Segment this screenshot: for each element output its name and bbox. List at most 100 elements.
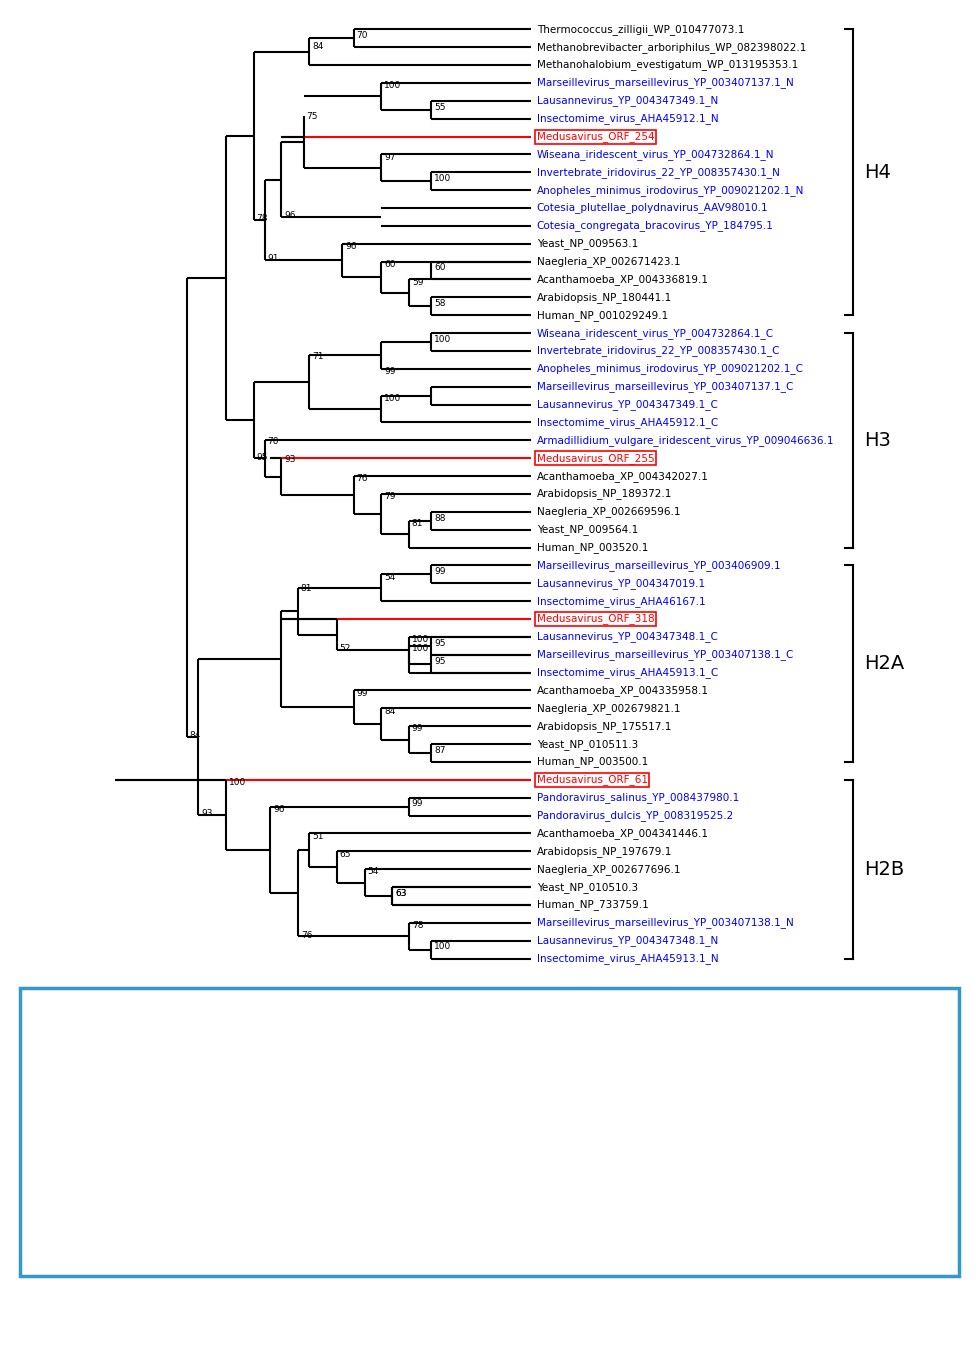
Text: 96: 96 xyxy=(273,805,285,814)
Text: 58: 58 xyxy=(433,299,445,309)
Text: Marseillevirus_marseillevirus_YP_003407137.1_N: Marseillevirus_marseillevirus_YP_0034071… xyxy=(536,77,792,88)
Text: H2B: H2B xyxy=(864,860,904,878)
Text: Acanthamoeba_XP_004342027.1: Acanthamoeba_XP_004342027.1 xyxy=(536,471,708,482)
Text: Lausannevirus_YP_004347019.1: Lausannevirus_YP_004347019.1 xyxy=(536,578,704,589)
Text: Marseillevirus_marseillevirus_YP_003407138.1_N: Marseillevirus_marseillevirus_YP_0034071… xyxy=(536,918,792,929)
Text: 100: 100 xyxy=(433,174,451,182)
Text: Methanohalobium_evestigatum_WP_013195353.1: Methanohalobium_evestigatum_WP_013195353… xyxy=(536,59,797,70)
Text: Lausannevirus_YP_004347348.1_N: Lausannevirus_YP_004347348.1_N xyxy=(536,936,717,947)
Text: 54: 54 xyxy=(383,572,395,582)
Text: 60: 60 xyxy=(433,263,445,273)
Text: Human_NP_003500.1: Human_NP_003500.1 xyxy=(536,756,647,767)
Text: Naegleria_XP_002669596.1: Naegleria_XP_002669596.1 xyxy=(536,506,680,517)
Text: Medusavirus_ORF_255: Medusavirus_ORF_255 xyxy=(536,453,653,464)
Text: 76: 76 xyxy=(300,930,312,940)
Text: Anopheles_minimus_irodovirus_YP_009021202.1_C: Anopheles_minimus_irodovirus_YP_00902120… xyxy=(536,364,803,375)
Text: Yeast_NP_009563.1: Yeast_NP_009563.1 xyxy=(536,239,638,250)
Text: Arabidopsis_NP_197679.1: Arabidopsis_NP_197679.1 xyxy=(536,847,671,856)
Text: 100: 100 xyxy=(383,81,401,91)
Text: Insectomime_virus_AHA45913.1_N: Insectomime_virus_AHA45913.1_N xyxy=(536,954,718,965)
Text: 84: 84 xyxy=(312,41,323,51)
Text: 100: 100 xyxy=(433,943,451,951)
Text: 51: 51 xyxy=(312,831,323,841)
Text: 81: 81 xyxy=(412,519,422,528)
Text: Arabidopsis_NP_189372.1: Arabidopsis_NP_189372.1 xyxy=(536,488,671,499)
Text: Insectomime_virus_AHA45912.1_C: Insectomime_virus_AHA45912.1_C xyxy=(536,417,717,428)
Text: 95: 95 xyxy=(256,453,268,462)
Text: 84: 84 xyxy=(190,731,201,740)
Text: Insectomime_virus_AHA45913.1_C: Insectomime_virus_AHA45913.1_C xyxy=(536,667,717,678)
Text: 97: 97 xyxy=(383,152,395,162)
Text: Eukaryotes and Archaea including human.: Eukaryotes and Archaea including human. xyxy=(253,1191,725,1210)
Text: 99: 99 xyxy=(412,724,422,734)
Text: Methanobrevibacter_arboriphilus_WP_082398022.1: Methanobrevibacter_arboriphilus_WP_08239… xyxy=(536,41,805,52)
Text: Yeast_NP_010510.3: Yeast_NP_010510.3 xyxy=(536,882,637,893)
Text: 99: 99 xyxy=(383,366,395,376)
Text: 99: 99 xyxy=(412,800,422,808)
Text: Wiseana_iridescent_virus_YP_004732864.1_N: Wiseana_iridescent_virus_YP_004732864.1_… xyxy=(536,150,774,161)
Text: Arabidopsis_NP_175517.1: Arabidopsis_NP_175517.1 xyxy=(536,720,671,731)
Text: Invertebrate_iridovirus_22_YP_008357430.1_N: Invertebrate_iridovirus_22_YP_008357430.… xyxy=(536,167,778,178)
Text: Acanthamoeba_XP_004336819.1: Acanthamoeba_XP_004336819.1 xyxy=(536,274,708,285)
Text: Yeast_NP_010511.3: Yeast_NP_010511.3 xyxy=(536,738,638,749)
Text: Lausannevirus_YP_004347349.1_N: Lausannevirus_YP_004347349.1_N xyxy=(536,95,717,106)
Text: 100: 100 xyxy=(383,394,401,403)
Text: 52: 52 xyxy=(339,643,351,653)
Text: Insectomime_virus_AHA46167.1: Insectomime_virus_AHA46167.1 xyxy=(536,595,704,606)
Text: Anopheles_minimus_irodovirus_YP_009021202.1_N: Anopheles_minimus_irodovirus_YP_00902120… xyxy=(536,185,803,196)
Text: Wiseana_iridescent_virus_YP_004732864.1_C: Wiseana_iridescent_virus_YP_004732864.1_… xyxy=(536,328,773,339)
Text: 100: 100 xyxy=(229,778,245,788)
Text: 95: 95 xyxy=(433,638,445,648)
Text: 93: 93 xyxy=(200,808,212,818)
Text: Medusavirus_ORF_61: Medusavirus_ORF_61 xyxy=(536,774,647,785)
Text: Acanthamoeba_XP_004341446.1: Acanthamoeba_XP_004341446.1 xyxy=(536,827,708,838)
Text: Medusavirus_ORF_254: Medusavirus_ORF_254 xyxy=(536,132,653,141)
Text: Phylogenetic tree of histone genes.: Phylogenetic tree of histone genes. xyxy=(265,1026,713,1045)
Text: Red;: Red; xyxy=(822,1026,878,1045)
Text: Thermococcus_zilligii_WP_010477073.1: Thermococcus_zilligii_WP_010477073.1 xyxy=(536,23,743,34)
Text: 63: 63 xyxy=(395,889,406,897)
Text: H3: H3 xyxy=(864,431,890,450)
Text: Cotesia_congregata_bracovirus_YP_184795.1: Cotesia_congregata_bracovirus_YP_184795.… xyxy=(536,221,773,232)
Text: H4: H4 xyxy=(864,163,890,181)
Text: Marseillevirus_marseillevirus_YP_003407138.1_C: Marseillevirus_marseillevirus_YP_0034071… xyxy=(536,649,792,660)
Text: 65: 65 xyxy=(339,849,351,859)
Text: 55: 55 xyxy=(433,103,445,111)
Text: 81: 81 xyxy=(300,584,312,593)
Text: 78: 78 xyxy=(412,921,422,930)
Text: Pandoravirus_salinus_YP_008437980.1: Pandoravirus_salinus_YP_008437980.1 xyxy=(536,792,738,803)
Text: Arabidopsis_NP_180441.1: Arabidopsis_NP_180441.1 xyxy=(536,292,671,303)
Text: 79: 79 xyxy=(383,493,395,501)
Text: 99: 99 xyxy=(356,689,368,698)
Text: 76: 76 xyxy=(356,475,368,483)
Text: 63: 63 xyxy=(395,889,406,897)
Text: 78: 78 xyxy=(256,214,268,222)
Text: Human_NP_003520.1: Human_NP_003520.1 xyxy=(536,542,647,553)
Text: 71: 71 xyxy=(312,351,323,361)
Text: 84: 84 xyxy=(383,707,395,716)
Text: Human_NP_733759.1: Human_NP_733759.1 xyxy=(536,900,647,911)
Text: Medusavirus_ORF_318: Medusavirus_ORF_318 xyxy=(536,613,653,624)
Text: Lausannevirus_YP_004347348.1_C: Lausannevirus_YP_004347348.1_C xyxy=(536,631,717,642)
Text: Naegleria_XP_002671423.1: Naegleria_XP_002671423.1 xyxy=(536,257,680,268)
Text: Cotesia_plutellae_polydnavirus_AAV98010.1: Cotesia_plutellae_polydnavirus_AAV98010.… xyxy=(536,203,768,214)
Text: 87: 87 xyxy=(433,746,445,755)
Text: Naegleria_XP_002677696.1: Naegleria_XP_002677696.1 xyxy=(536,864,680,874)
Text: 100: 100 xyxy=(433,335,451,344)
Text: Acanthamoeba_XP_004335958.1: Acanthamoeba_XP_004335958.1 xyxy=(536,685,708,696)
Text: Yeast_NP_009564.1: Yeast_NP_009564.1 xyxy=(536,524,638,535)
Text: 100: 100 xyxy=(412,643,428,653)
Text: 60: 60 xyxy=(383,259,395,269)
Text: 70: 70 xyxy=(356,32,368,40)
Text: 96: 96 xyxy=(284,211,295,220)
Text: Marseillevirus_marseillevirus_YP_003407137.1_C: Marseillevirus_marseillevirus_YP_0034071… xyxy=(536,381,792,392)
Text: 96: 96 xyxy=(345,241,356,251)
Text: Insectomime_virus_AHA45912.1_N: Insectomime_virus_AHA45912.1_N xyxy=(536,114,718,123)
Text: 54: 54 xyxy=(367,867,378,877)
Text: Marseillevirus_marseillevirus_YP_003406909.1: Marseillevirus_marseillevirus_YP_0034069… xyxy=(536,560,779,571)
Text: Pandoravirus_dulcis_YP_008319525.2: Pandoravirus_dulcis_YP_008319525.2 xyxy=(536,809,733,820)
Text: 75: 75 xyxy=(306,113,318,121)
Text: 100: 100 xyxy=(412,635,428,643)
Text: 93: 93 xyxy=(284,454,295,464)
Text: H2A: H2A xyxy=(864,654,904,674)
